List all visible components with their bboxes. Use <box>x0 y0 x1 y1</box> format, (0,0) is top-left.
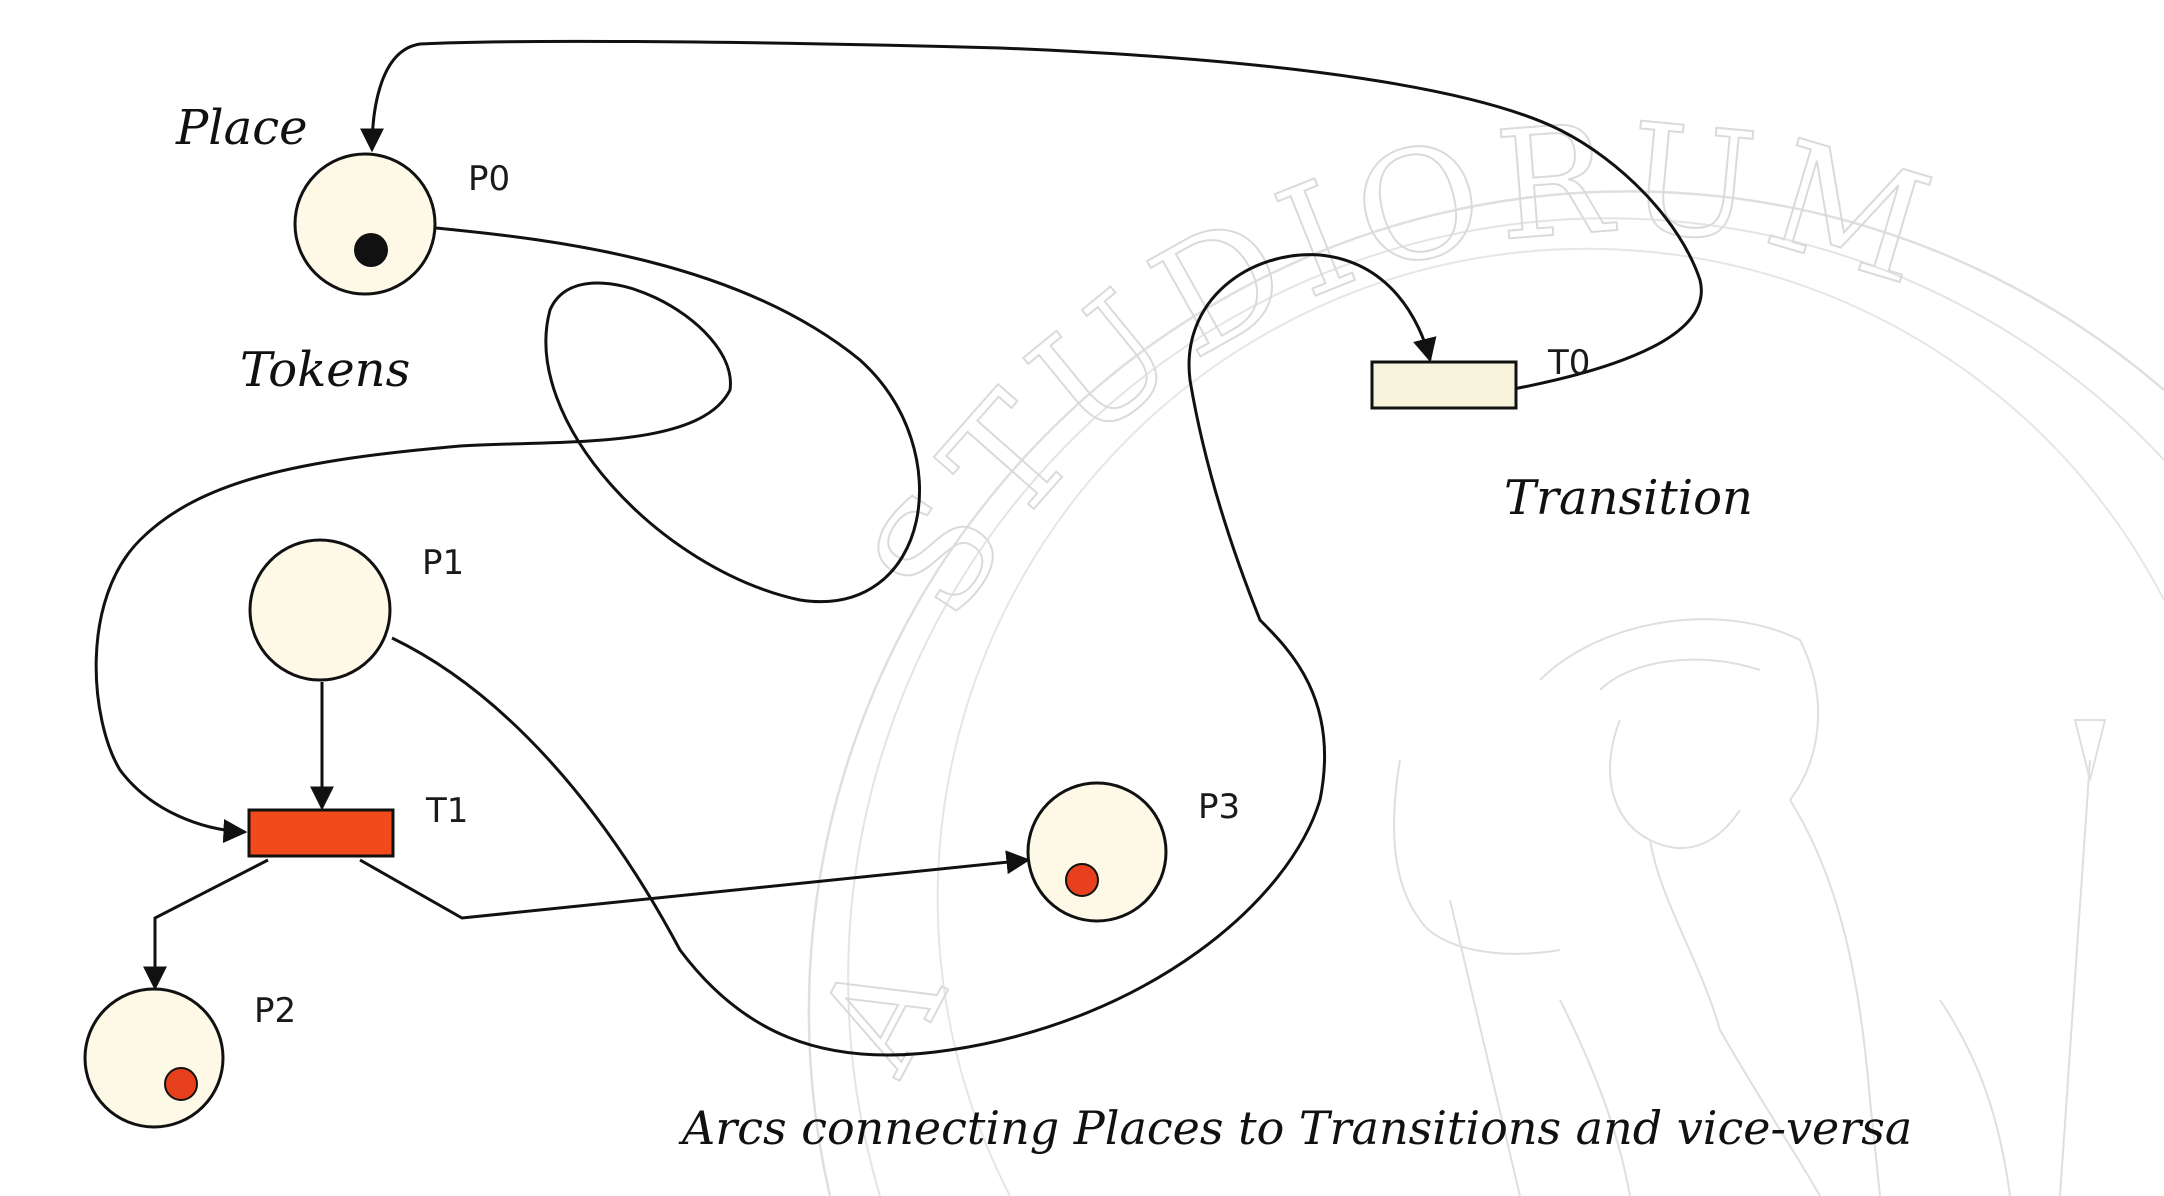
token <box>1065 863 1099 897</box>
arc-t1-to-p3 <box>359 850 1031 920</box>
label-p2: P2 <box>254 991 296 1031</box>
label-t0: T0 <box>1547 343 1590 383</box>
label-p3: P3 <box>1198 787 1240 827</box>
transition-t1 <box>247 808 395 858</box>
annotation-place: Place <box>175 100 308 156</box>
token <box>354 233 388 267</box>
annotation-arcs: Arcs connecting Places to Transitions an… <box>678 1101 1912 1155</box>
token <box>164 1067 198 1101</box>
label-p0: P0 <box>468 159 510 199</box>
transition-t0 <box>1370 360 1518 410</box>
label-p1: P1 <box>422 543 464 583</box>
arc-p1-to-t0 <box>391 253 1437 1057</box>
watermark-seal: STUDIORUM A <box>785 90 2164 1196</box>
label-t1: T1 <box>425 791 468 831</box>
watermark-fragment-left: A <box>786 928 979 1096</box>
arc-t0-to-p0 <box>360 39 1703 402</box>
annotation-transition: Transition <box>1504 470 1753 526</box>
place-p2 <box>83 987 225 1129</box>
place-p0 <box>293 152 437 296</box>
place-p3 <box>1026 781 1168 923</box>
arc-p0-to-t1 <box>94 226 921 844</box>
arc-t1-to-p2 <box>143 858 269 991</box>
arcs <box>94 39 1703 1057</box>
annotation-tokens: Tokens <box>240 342 410 398</box>
place-p1 <box>248 538 392 682</box>
watermark-figure <box>1393 618 2107 1196</box>
